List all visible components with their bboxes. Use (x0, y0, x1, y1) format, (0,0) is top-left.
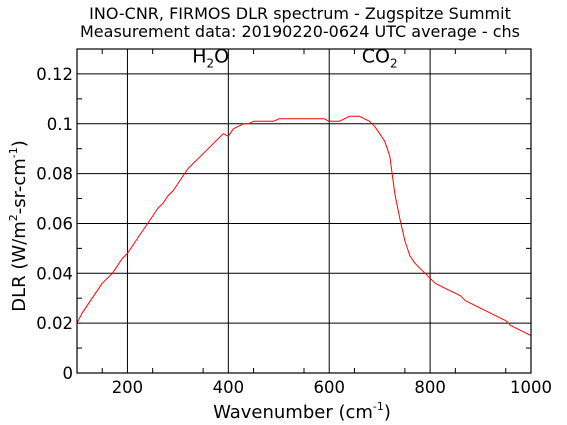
spectrum-series-line (76, 115, 532, 337)
y-tick-label: 0.06 (36, 214, 73, 233)
plot-frame (76, 48, 532, 374)
x-tick-label: 400 (213, 378, 245, 397)
y-axis-label: DLR (W/m2-sr-cm-1) (7, 140, 30, 312)
annotation-h2o: H2O (192, 45, 229, 70)
annotation-co2: CO2 (362, 45, 398, 70)
y-tick-label: 0.02 (36, 314, 73, 333)
y-tick-label: 0.12 (36, 65, 73, 84)
x-axis-label-main: Wavenumber (cm (213, 402, 373, 423)
y-axis-label-sup1: 2 (7, 214, 20, 221)
x-axis-label: Wavenumber (cm-1) (213, 400, 391, 423)
y-axis-label-sup2: -1 (7, 147, 20, 158)
y-axis-label-close: ) (9, 140, 30, 147)
annotation-h2o-base: H (192, 45, 206, 67)
annotation-h2o-rest: O (214, 45, 229, 67)
x-axis-label-sup: -1 (373, 400, 384, 413)
annotation-co2-base: CO (362, 45, 390, 67)
x-tick-label: 1000 (510, 378, 552, 397)
grid (77, 49, 531, 373)
chart-title: INO-CNR, FIRMOS DLR spectrum - Zugspitze… (89, 4, 511, 23)
y-tick-label: 0.08 (36, 165, 73, 184)
axis-ticks (77, 49, 531, 373)
chart-subtitle: Measurement data: 20190220-0624 UTC aver… (80, 22, 520, 41)
annotation-co2-sub: 2 (390, 56, 398, 70)
tick-labels: 200 400 600 800 1000 0 0.02 0.04 0.06 0.08 0.1 0.12 (36, 65, 552, 397)
y-axis-label-mid: -sr-cm (9, 158, 30, 214)
y-tick-label: 0.1 (47, 115, 73, 134)
x-axis-label-close: ) (384, 402, 391, 423)
y-tick-label: 0 (63, 364, 74, 383)
annotation-h2o-sub: 2 (207, 56, 215, 70)
x-tick-label: 600 (313, 378, 345, 397)
x-tick-label: 800 (414, 378, 446, 397)
y-tick-label: 0.04 (36, 264, 73, 283)
x-tick-label: 200 (112, 378, 144, 397)
y-axis-label-main: DLR (W/m (9, 221, 30, 312)
